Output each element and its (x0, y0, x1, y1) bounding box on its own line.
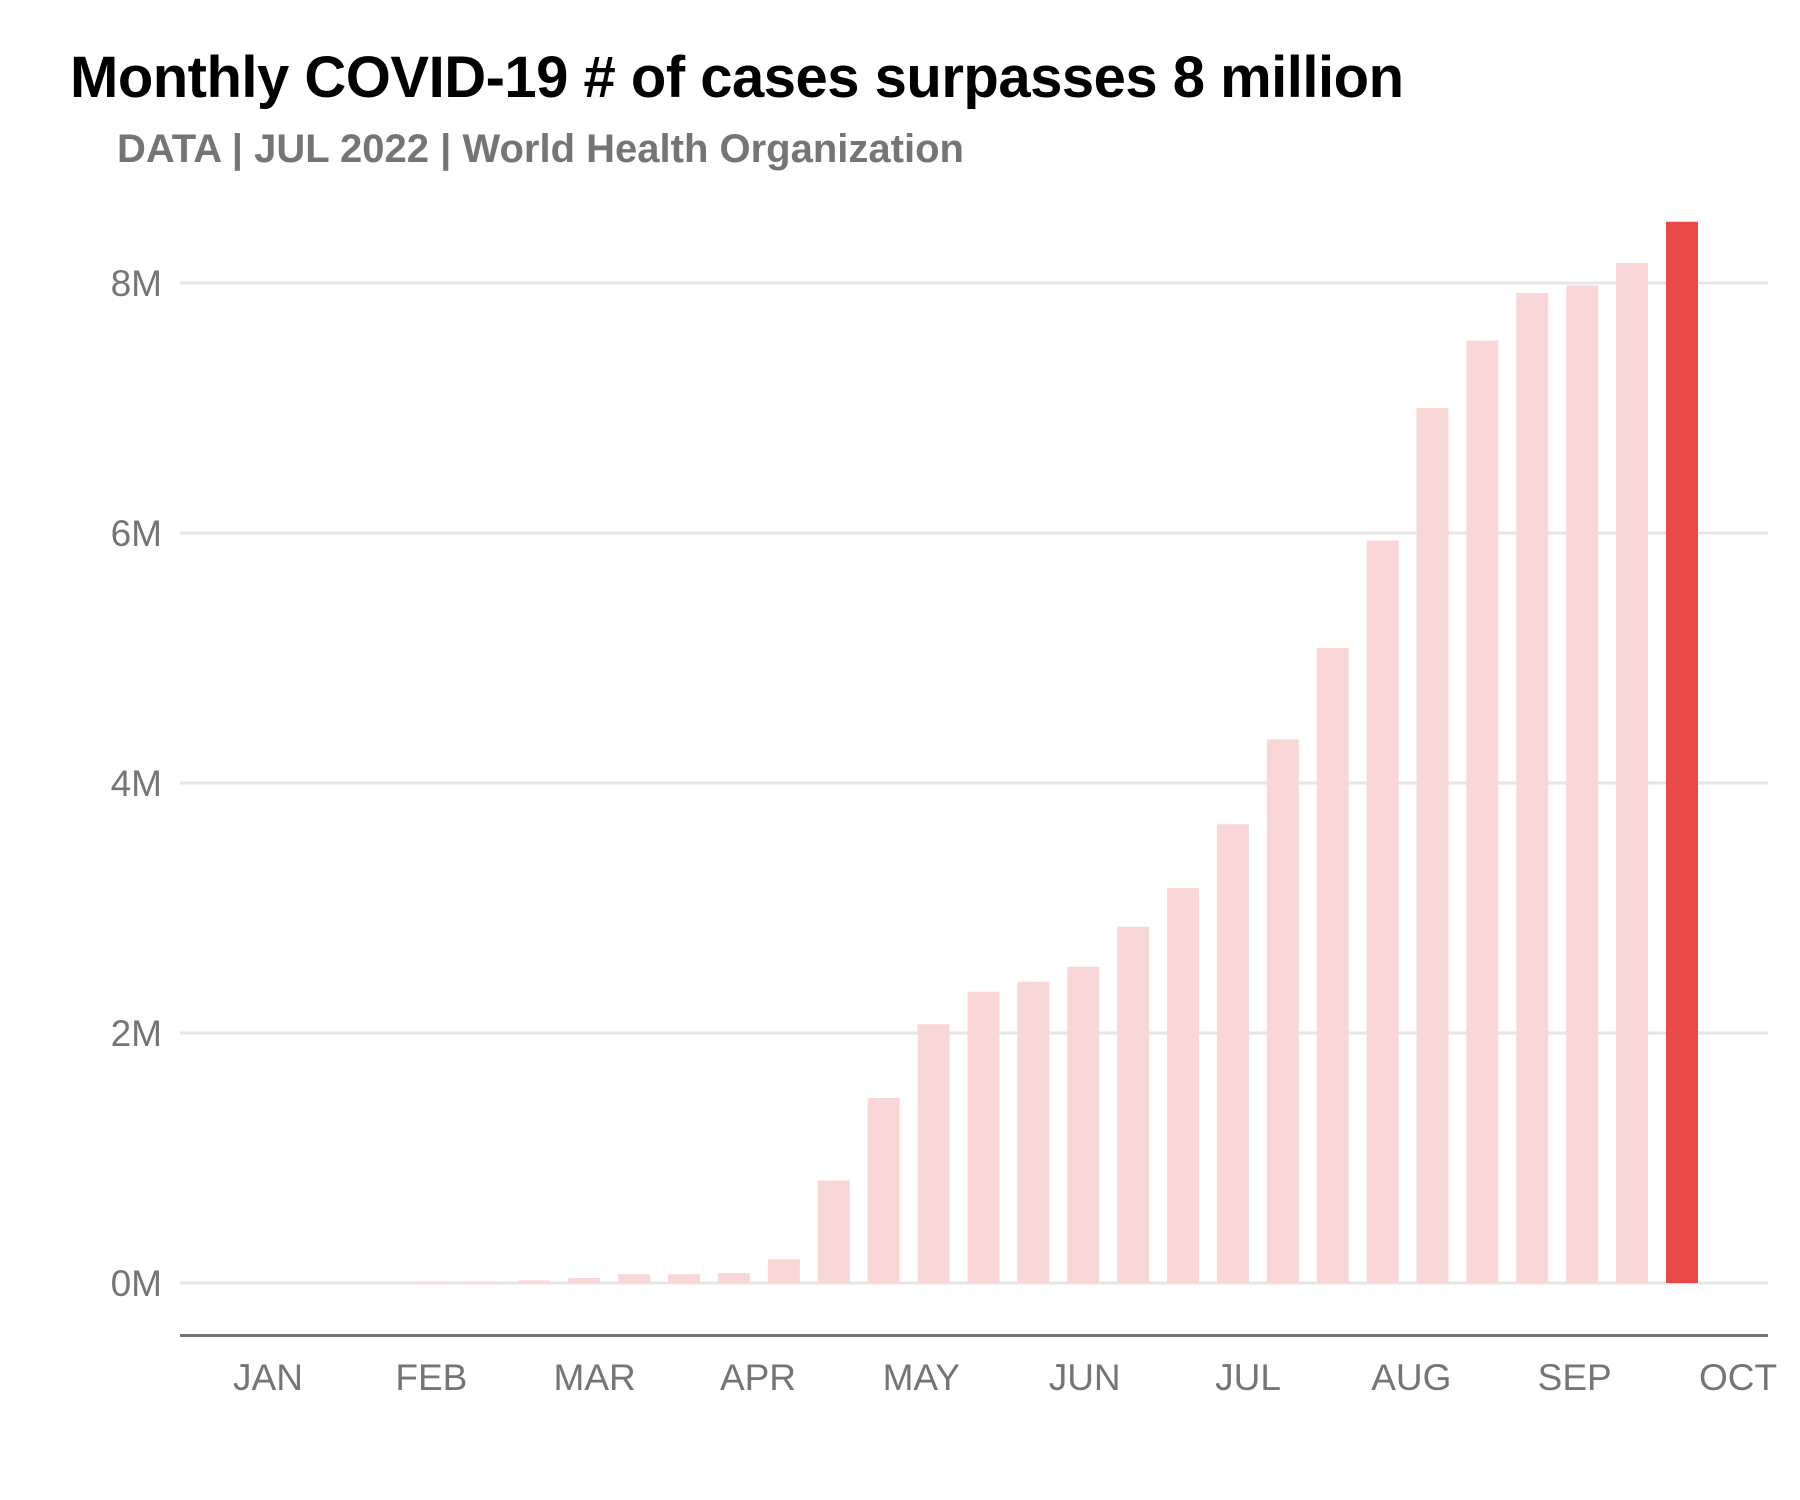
x-tick-label: JAN (233, 1357, 303, 1398)
chart-subtitle: DATA | JUL 2022 | World Health Organizat… (117, 127, 964, 171)
x-tick-label: APR (720, 1357, 796, 1398)
bar (1516, 293, 1549, 1283)
bar (1566, 285, 1599, 1283)
y-tick-label: 0M (111, 1263, 162, 1304)
bar (1216, 824, 1249, 1283)
y-tick-label: 8M (111, 263, 162, 304)
bar (767, 1259, 800, 1283)
bar (1117, 926, 1150, 1283)
x-tick-label: OCT (1699, 1357, 1777, 1398)
bar (1017, 981, 1050, 1283)
bar (967, 991, 1000, 1283)
bar (917, 1024, 950, 1283)
bar (618, 1274, 651, 1283)
x-tick-label: JUN (1049, 1357, 1121, 1398)
chart-title: Monthly COVID-19 # of cases surpasses 8 … (70, 45, 1404, 110)
bar (1167, 888, 1200, 1283)
bar (518, 1280, 551, 1283)
bar (817, 1180, 850, 1283)
bar (568, 1278, 601, 1283)
x-tick-label: SEP (1538, 1357, 1612, 1398)
x-tick-label: AUG (1371, 1357, 1451, 1398)
bar (1366, 540, 1399, 1283)
bar (418, 1282, 451, 1283)
bar (1416, 408, 1449, 1283)
bar-highlight (1666, 221, 1698, 1283)
y-tick-label: 6M (111, 513, 162, 554)
bar (668, 1274, 701, 1283)
bar (717, 1273, 750, 1283)
bar (1067, 966, 1100, 1283)
bar (468, 1281, 501, 1283)
bar (1266, 739, 1299, 1283)
bar (867, 1098, 900, 1283)
x-tick-label: JUL (1215, 1357, 1281, 1398)
x-tick-label: MAY (883, 1357, 960, 1398)
y-tick-label: 4M (111, 763, 162, 804)
x-tick-label: MAR (554, 1357, 636, 1398)
bar (1616, 263, 1649, 1283)
x-tick-label: FEB (395, 1357, 467, 1398)
bar (1316, 648, 1349, 1283)
bar (1466, 340, 1499, 1283)
y-tick-label: 2M (111, 1013, 162, 1054)
